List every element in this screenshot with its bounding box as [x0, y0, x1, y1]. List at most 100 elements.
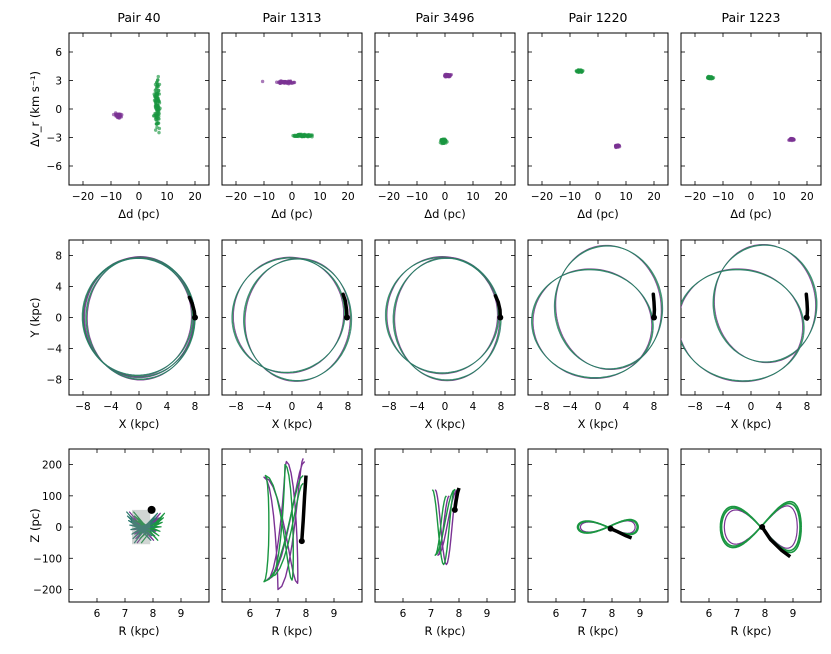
x-tick-label: 10: [619, 191, 632, 203]
axes-frame: [527, 239, 669, 396]
current-position-marker: [759, 524, 766, 531]
x-tick-label: 9: [790, 608, 797, 620]
x-axis-label: R (kpc): [425, 624, 466, 638]
orbit-line-teal: [531, 269, 654, 378]
scatter-group: [111, 74, 162, 135]
scatter-point-green: [156, 74, 160, 79]
scatter-point-green: [155, 80, 159, 84]
scatter-point-green: [153, 88, 157, 93]
x-tick-label: 0: [595, 401, 602, 413]
x-axis-label: X (kpc): [578, 417, 619, 431]
x-axis-label: Δd (pc): [424, 207, 465, 221]
x-axis-label: Δd (pc): [118, 207, 159, 221]
x-tick-label: 0: [595, 191, 602, 203]
orbit-line-purple: [681, 268, 803, 383]
current-position-marker: [298, 538, 305, 545]
x-tick-label: −8: [75, 401, 90, 413]
panel-title: Pair 3496: [415, 10, 474, 25]
panel-r1-c4: −20 −10 0 10 20 Δd (pc) Pair 1220: [527, 10, 669, 221]
x-tick-label: −20: [72, 191, 94, 203]
axes-frame: [374, 448, 516, 603]
x-tick-label: −10: [253, 191, 275, 203]
x-tick-label: −20: [378, 191, 400, 203]
panel-title: Pair 40: [117, 10, 160, 25]
panel-r3-c2: 6 7 8 9 R (kpc): [221, 448, 363, 638]
x-tick-label: −4: [409, 401, 425, 413]
x-tick-label: 9: [331, 608, 338, 620]
x-tick-label: −4: [715, 401, 731, 413]
current-arc: [760, 526, 792, 559]
y-axis-label: Δv_r (km s⁻¹): [28, 71, 42, 147]
x-axis-label: R (kpc): [272, 624, 313, 638]
y-tick-label: 200: [42, 460, 62, 472]
x-axis-label: X (kpc): [119, 417, 160, 431]
x-axis-label: Δd (pc): [577, 207, 618, 221]
scatter-point-green: [291, 133, 295, 138]
orbit-band: [132, 509, 151, 545]
current-arc: [187, 295, 197, 320]
panel-r1-c5: −20 −10 0 10 20 Δd (pc) Pair 1223: [680, 10, 822, 221]
x-tick-label: 10: [160, 191, 173, 203]
x-tick-label: 8: [192, 401, 199, 413]
x-tick-label: 4: [164, 401, 171, 413]
x-tick-label: −20: [225, 191, 247, 203]
panel-title: Pair 1223: [721, 10, 780, 25]
orbit-group: [681, 243, 818, 383]
x-tick-label: 6: [400, 608, 407, 620]
scatter-point-green: [153, 111, 157, 116]
meridional-group: [719, 500, 802, 559]
x-axis-label: X (kpc): [425, 417, 466, 431]
x-tick-label: 6: [706, 608, 713, 620]
panel-r3-c3: 6 7 8 9 R (kpc): [374, 448, 516, 638]
x-tick-label: 20: [341, 191, 354, 203]
axes-frame: [680, 32, 822, 186]
x-axis-label: R (kpc): [731, 624, 772, 638]
x-tick-label: 9: [484, 608, 491, 620]
scatter-point-green: [155, 107, 160, 111]
scatter-point-purple: [282, 80, 286, 84]
y-tick-label: 0: [55, 104, 62, 116]
y-tick-label: 0: [55, 522, 62, 534]
y-tick-label: −8: [47, 375, 62, 387]
x-tick-label: −20: [531, 191, 553, 203]
scatter-point-purple: [116, 115, 121, 120]
orbit-line-green: [132, 511, 166, 544]
x-tick-label: 9: [637, 608, 644, 620]
x-tick-label: −4: [103, 401, 119, 413]
current-position-marker: [343, 314, 350, 321]
orbit-line-teal: [81, 257, 194, 376]
y-tick-label: 8: [55, 251, 62, 263]
axes-frame: [68, 448, 210, 603]
x-axis-label: X (kpc): [731, 417, 772, 431]
x-tick-label: 6: [94, 608, 101, 620]
meridional-group: [431, 487, 461, 566]
x-tick-label: 8: [303, 608, 310, 620]
x-tick-label: 7: [428, 608, 435, 620]
orbit-line-teal: [681, 269, 805, 382]
x-tick-label: 8: [609, 608, 616, 620]
orbit-line-green: [431, 488, 456, 566]
x-axis-label: R (kpc): [119, 624, 160, 638]
panel-r3-c1: 6 7 8 9 −200 −100 0 100 200 R (kpc): [33, 448, 210, 638]
scatter-point-purple: [291, 80, 295, 85]
meridional-group: [125, 505, 166, 545]
panel-r2-c3: −8 −4 0 4 8 X (kpc): [374, 239, 516, 431]
panel-r2-c1: −8 −4 0 4 8 −8 −4 0 4 8 X (kpc): [47, 239, 210, 431]
y-tick-label: 100: [42, 491, 62, 503]
scatter-group: [438, 72, 454, 146]
panel-r2-c4: −8 −4 0 4 8 X (kpc): [527, 239, 669, 431]
x-tick-label: 0: [289, 191, 296, 203]
orbit-line-green: [243, 258, 352, 382]
panel-title: Pair 1220: [568, 10, 627, 25]
scatter-point-green: [157, 117, 161, 121]
x-tick-label: 4: [470, 401, 477, 413]
x-tick-label: −10: [406, 191, 428, 203]
x-tick-label: 4: [317, 401, 324, 413]
scatter-point-purple: [275, 80, 279, 84]
x-tick-label: −8: [687, 401, 702, 413]
current-position-marker: [451, 506, 458, 513]
x-tick-label: 10: [313, 191, 326, 203]
current-arc: [300, 475, 308, 542]
current-position-marker: [497, 314, 504, 321]
